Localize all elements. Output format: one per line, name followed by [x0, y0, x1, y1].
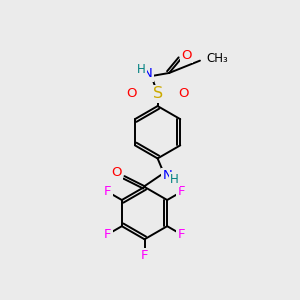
Text: F: F [104, 228, 112, 241]
Text: N: N [163, 169, 172, 182]
Text: N: N [143, 67, 152, 80]
Text: F: F [141, 249, 148, 262]
Text: F: F [177, 228, 185, 241]
Text: O: O [126, 87, 137, 100]
Text: CH₃: CH₃ [206, 52, 228, 65]
Text: S: S [152, 86, 163, 101]
Text: O: O [112, 166, 122, 179]
Text: O: O [178, 87, 189, 100]
Text: H: H [137, 63, 146, 76]
Text: F: F [177, 185, 185, 198]
Text: F: F [104, 185, 112, 198]
Text: O: O [181, 49, 191, 62]
Text: H: H [170, 173, 179, 186]
